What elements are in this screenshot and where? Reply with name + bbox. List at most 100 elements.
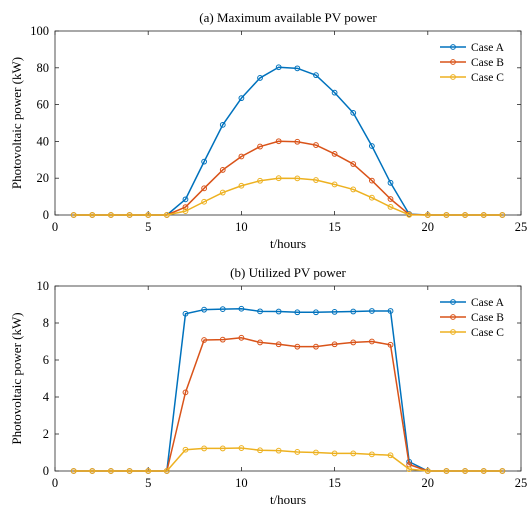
panel-b-data-point-case-a: [331, 309, 338, 315]
panel-b-ylabel: Photovoltaic power (kW): [9, 312, 24, 444]
panel-b-data-point-case-b: [257, 339, 263, 346]
panel-b-data-point-case-a: [219, 306, 226, 313]
panel-b-data-point-case-c: [275, 447, 282, 454]
panel-a-data-point-case-b: [182, 204, 189, 210]
panel-b-data-point-case-c: [387, 452, 394, 459]
panel-a-data-point-case-b: [219, 167, 226, 173]
panel-a-data-point-case-c: [257, 177, 263, 184]
panel-b-data-point-case-b: [238, 334, 245, 341]
panel-b-data-point-case-c: [480, 468, 487, 474]
panel-a-xlabel: t/hours: [270, 236, 306, 251]
panel-b-data-point-case-c: [182, 446, 189, 453]
panel-b: (b) Utilized PV power 0 5 10 15 20 25 0 2 4 6 8 10 t/…: [9, 265, 527, 507]
panel-b-xtick-label: 20: [422, 476, 435, 490]
panel-b-series-line-case-c: [73, 447, 503, 472]
panel-a-data-point-case-a: [331, 89, 338, 96]
panel-b-ytick-label: 4: [43, 390, 50, 404]
panel-a-axes-box: [54, 30, 522, 216]
panel-a-legend-label-case-a: Case A: [471, 42, 505, 54]
panel-a-data-point-case-a: [257, 75, 263, 81]
panel-a-data-point-case-b: [313, 142, 319, 148]
panel-a-data-point-case-b: [350, 161, 357, 167]
panel-b-data-point-case-c: [424, 468, 431, 474]
panel-a-ytick-label: 20: [37, 171, 50, 185]
panel-a-data-point-case-b: [331, 151, 338, 157]
panel-a-data-point-case-a: [201, 158, 208, 165]
panel-a-data-point-case-c: [70, 212, 77, 218]
panel-b-ytick-label: 8: [43, 316, 49, 330]
panel-a-data-point-case-c: [275, 175, 282, 182]
panel-b-data-point-case-a: [257, 308, 263, 315]
panel-b-data-point-case-b: [275, 341, 282, 348]
panel-b-title: (b) Utilized PV power: [230, 265, 346, 280]
panel-a-data-point-case-b: [238, 153, 245, 160]
panel-a-legend-marker-case-a: [450, 44, 456, 50]
panel-a-data-point-case-b: [201, 185, 208, 192]
panel-a-data-point-case-c: [368, 194, 375, 201]
panel-b-data-point-case-a: [182, 310, 189, 317]
panel-a-data-point-case-c: [462, 212, 468, 218]
panel-b-data-point-case-c: [350, 450, 357, 457]
panel-a-data-point-case-c: [480, 212, 487, 218]
panel-a-data-point-case-c: [108, 212, 114, 218]
panel-b-series-line-case-a: [73, 308, 503, 472]
panel-b-ytick-label: 10: [37, 279, 50, 293]
panel-a-data-point-case-a: [368, 143, 375, 149]
panel-a-data-point-case-c: [126, 212, 133, 218]
panel-b-legend-label-case-b: Case B: [471, 312, 504, 324]
panel-a-data-point-case-a: [387, 179, 394, 186]
panel-b-data-point-case-c: [257, 447, 263, 454]
panel-b-data-point-case-c: [238, 445, 245, 451]
panel-a-data-point-case-c: [182, 208, 189, 215]
panel-b-data-point-case-c: [443, 468, 450, 474]
panel-a-data-point-case-b: [257, 143, 263, 150]
panel-b-xtick-label: 5: [145, 476, 151, 490]
panel-b-data-point-case-a: [368, 308, 375, 314]
panel-b-legend-label-case-c: Case C: [471, 327, 504, 339]
panel-a-data-point-case-c: [350, 186, 357, 193]
panel-a-data-point-case-c: [499, 212, 506, 218]
panel-b-axes-box: [54, 285, 522, 472]
panel-b-data-point-case-c: [70, 468, 77, 474]
panel-b-data-point-case-c: [462, 468, 468, 474]
panel-a-data-point-case-a: [313, 72, 319, 79]
panel-b-data-point-case-c: [368, 451, 375, 458]
panel-a-xtick-label: 25: [515, 220, 528, 234]
panel-a-xtick-label: 10: [235, 220, 248, 234]
panel-a-data-point-case-a: [219, 121, 226, 128]
panel-b-data-point-case-c: [126, 468, 133, 474]
panel-a-data-point-case-b: [368, 177, 375, 184]
panel-a-data-point-case-b: [275, 138, 282, 145]
panel-a-data-point-case-b: [294, 138, 301, 145]
panel-a-legend-marker-case-b: [450, 59, 456, 65]
panel-a-data-point-case-c: [145, 212, 152, 218]
panel-a-ytick-label: 100: [30, 24, 49, 38]
panel-b-data-point-case-a: [294, 309, 301, 316]
panel-b-data-point-case-b: [201, 337, 208, 343]
panel-b-ytick-label: 6: [43, 353, 49, 367]
panel-a-ytick-label: 40: [37, 134, 50, 148]
panel-b-data-point-case-c: [294, 449, 301, 455]
panel-b-data-point-case-b: [294, 343, 301, 350]
panel-a-data-point-case-c: [163, 212, 170, 218]
panel-a-title: (a) Maximum available PV power: [199, 10, 377, 25]
panel-a-legend-label-case-c: Case C: [471, 72, 504, 84]
panel-b-legend-marker-case-c: [450, 329, 456, 335]
panel-b-legend-marker-case-a: [450, 299, 456, 305]
panel-b-data-point-case-c: [406, 466, 413, 473]
panel-b-data-point-case-c: [219, 445, 226, 452]
panel-b-data-point-case-b: [368, 338, 375, 345]
panel-a-legend-label-case-b: Case B: [471, 57, 504, 69]
panel-a-data-point-case-c: [201, 198, 208, 205]
panel-b-data-point-case-b: [350, 339, 357, 346]
panel-b-data-point-case-a: [238, 305, 245, 312]
panel-a-data-point-case-c: [313, 177, 319, 183]
panel-b-data-point-case-c: [313, 449, 319, 456]
panel-b-xtick-label: 15: [328, 476, 341, 490]
panel-b-data-point-case-c: [89, 468, 96, 474]
panel-b-data-point-case-a: [275, 308, 282, 315]
panel-b-xtick-label: 0: [52, 476, 58, 490]
panel-a-data-point-case-c: [238, 182, 245, 189]
